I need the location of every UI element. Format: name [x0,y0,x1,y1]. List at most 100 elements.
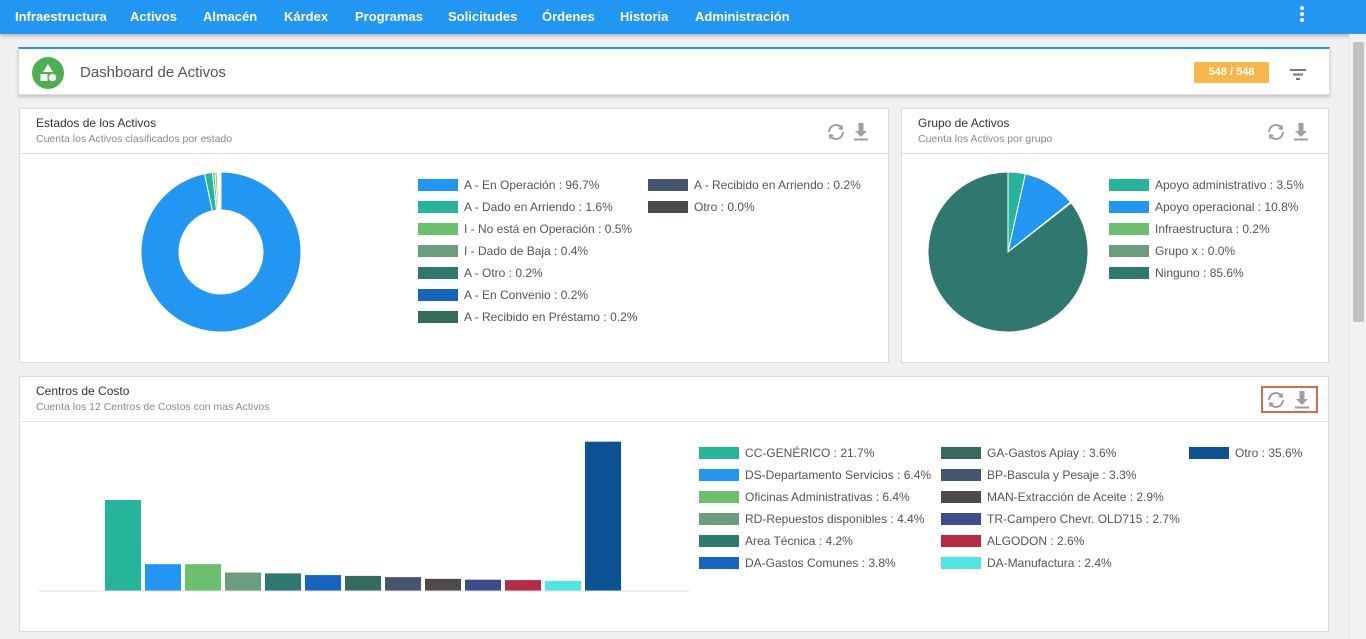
legend-label: Oficinas Administrativas : 6.4% [745,490,910,504]
bar[interactable] [425,578,461,591]
nav-programas[interactable]: Programas [355,9,423,24]
legend-swatch [941,535,981,547]
legend-label: DA-Manufactura : 2.4% [987,556,1112,570]
legend-label: DS-Departamento Servicios : 6.4% [745,468,932,482]
legend-label: A - En Operación : 96.7% [464,178,600,192]
pie-slice[interactable] [927,171,1089,333]
bar[interactable] [345,575,381,591]
nav-ordenes[interactable]: Órdenes [542,9,595,24]
card-header: Centros de Costo Cuenta los 12 Centros d… [20,377,1328,422]
download-icon[interactable] [850,121,872,143]
pie-slice[interactable] [219,171,222,211]
nav-administracion[interactable]: Administración [695,9,790,24]
download-icon[interactable] [1290,121,1312,143]
dashboard-header: Dashboard de Activos 548 / 548 [18,47,1330,95]
legend-label: Otro : 35.6% [1235,446,1303,460]
card-title: Estados de los Activos [36,116,157,130]
nav-activos[interactable]: Activos [130,9,177,24]
more-options-icon[interactable] [1296,5,1308,25]
nav-almacen[interactable]: Almacén [203,9,258,24]
legend-swatch [418,201,458,213]
bar[interactable] [585,441,621,591]
legend-label: MAN-Extracción de Aceite : 2.9% [987,490,1164,504]
legend-label: A - Recibido en Arriendo : 0.2% [694,178,861,192]
grupo-pie-chart [927,171,1089,333]
bar[interactable] [145,564,181,591]
legend-swatch [648,201,688,213]
legend-swatch [699,535,739,547]
bar[interactable] [185,564,221,591]
legend-swatch [699,447,739,459]
legend-swatch [941,513,981,525]
refresh-icon[interactable] [1265,121,1287,143]
legend-label: A - Dado en Arriendo : 1.6% [464,200,613,214]
bar[interactable] [465,579,501,591]
pie-slice[interactable] [140,171,302,333]
legend-swatch [1109,179,1149,191]
legend-label: A - En Convenio : 0.2% [464,288,589,302]
bar[interactable] [305,575,341,591]
legend-label: GA-Gastos Apiay : 3.6% [987,446,1117,460]
card-title: Grupo de Activos [918,116,1010,130]
page-scrollbar[interactable] [1349,34,1366,639]
centros-card: Centros de Costo Cuenta los 12 Centros d… [19,376,1329,632]
shapes-icon [32,57,64,89]
legend-swatch [699,513,739,525]
card-header: Estados de los Activos Cuenta los Activo… [20,109,888,154]
grupo-card: Grupo de Activos Cuenta los Activos por … [901,108,1329,363]
legend-label: RD-Repuestos disponibles : 4.4% [745,512,925,526]
legend-label: I - No está en Operación : 0.5% [464,222,633,236]
card-subtitle: Cuenta los Activos clasificados por esta… [36,133,233,145]
legend-label: Apoyo administrativo : 3.5% [1155,178,1304,192]
bar[interactable] [545,580,581,591]
bar[interactable] [505,580,541,591]
legend-swatch [418,267,458,279]
legend-label: A - Recibido en Préstamo : 0.2% [464,310,638,324]
legend-swatch [418,223,458,235]
scrollbar-thumb[interactable] [1353,42,1364,322]
legend-swatch [1109,267,1149,279]
legend-swatch [941,447,981,459]
legend-label: I - Dado de Baja : 0.4% [464,244,589,258]
legend-label: Otro : 0.0% [694,200,755,214]
legend-label: DA-Gastos Comunes : 3.8% [745,556,896,570]
filter-icon[interactable] [1289,66,1307,82]
legend-swatch [699,557,739,569]
page-title: Dashboard de Activos [80,64,226,81]
refresh-icon[interactable] [825,121,847,143]
nav-infraestructura[interactable]: Infraestructura [15,9,107,24]
card-subtitle: Cuenta los Activos por grupo [918,133,1053,145]
centros-bar-chart [38,441,690,592]
bar[interactable] [385,577,421,591]
legend-swatch [1109,201,1149,213]
legend-label: Ninguno : 85.6% [1155,266,1244,280]
legend-swatch [941,557,981,569]
legend-label: A - Otro : 0.2% [464,266,543,280]
legend-label: Area Técnica : 4.2% [745,534,853,548]
nav-solicitudes[interactable]: Solicitudes [448,9,518,24]
estados-card: Estados de los Activos Cuenta los Activo… [19,108,889,363]
estados-donut-chart [140,171,302,333]
legend-swatch [418,179,458,191]
bar[interactable] [265,573,301,591]
toolbar-highlight [1261,386,1318,413]
legend-swatch [1109,223,1149,235]
legend-swatch [1189,447,1229,459]
legend-swatch [418,245,458,257]
nav-historia[interactable]: Historia [620,9,669,24]
bar[interactable] [225,572,261,591]
refresh-icon[interactable] [1265,389,1287,411]
legend-swatch [941,491,981,503]
top-navbar: Infraestructura Activos Almacén Kárdex P… [0,0,1366,34]
legend-swatch [699,469,739,481]
card-subtitle: Cuenta los 12 Centros de Costos con mas … [36,401,270,413]
legend-swatch [418,311,458,323]
asset-count-badge[interactable]: 548 / 548 [1194,62,1269,83]
legend-label: BP-Bascula y Pesaje : 3.3% [987,468,1137,482]
nav-kardex[interactable]: Kárdex [284,9,329,24]
bar[interactable] [105,499,141,591]
legend-label: ALGODON : 2.6% [987,534,1085,548]
legend-label: TR-Campero Chevr. OLD715 : 2.7% [987,512,1180,526]
card-title: Centros de Costo [36,384,130,398]
download-icon[interactable] [1291,389,1313,411]
